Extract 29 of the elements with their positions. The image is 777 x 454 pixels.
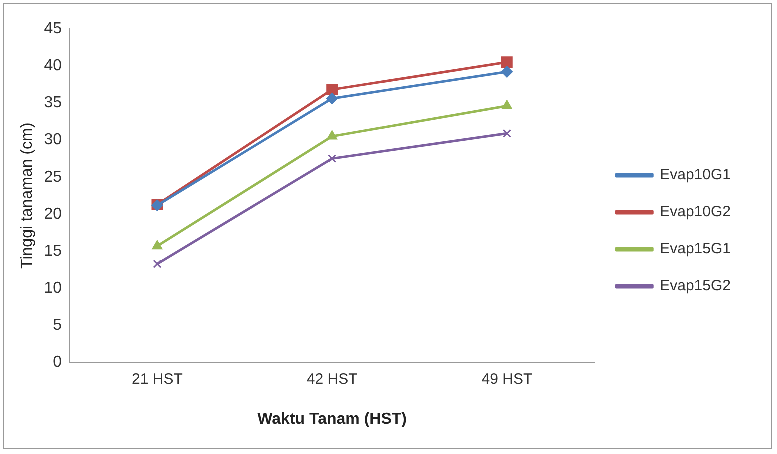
y-tick-label: 35: [44, 94, 62, 112]
point: [326, 84, 338, 96]
x-tick-label: 42 HST: [306, 370, 358, 388]
y-tick-label: 10: [44, 280, 62, 298]
point: [502, 129, 512, 138]
legend-label: Evap10G2: [660, 204, 732, 221]
y-tick-label: 20: [44, 206, 62, 223]
legend-label: Evap10G1: [660, 166, 732, 184]
y-tick-label: 15: [44, 242, 62, 260]
x-axis-title: Waktu Tanam (HST): [258, 410, 407, 428]
point: [328, 154, 337, 164]
legend-label: Evap15G1: [660, 240, 732, 258]
x-tick-label: 49 HST: [482, 370, 533, 388]
point: [501, 56, 513, 68]
point: [327, 130, 338, 140]
point: [502, 100, 512, 110]
y-tick-label: 45: [44, 20, 62, 38]
y-tick-label: 0: [53, 354, 62, 372]
legend-label: Evap15G2: [660, 278, 732, 295]
y-tick-label: 5: [53, 317, 62, 334]
y-tick-label: 25: [44, 168, 62, 186]
y-tick-label: 40: [44, 57, 62, 74]
point: [152, 240, 163, 250]
x-tick-label: 21 HST: [132, 370, 183, 388]
point: [326, 92, 338, 104]
point: [501, 66, 513, 78]
y-axis-title: Tinggi tanaman (cm): [19, 122, 36, 269]
y-tick-label: 30: [44, 132, 62, 149]
point: [153, 260, 162, 268]
